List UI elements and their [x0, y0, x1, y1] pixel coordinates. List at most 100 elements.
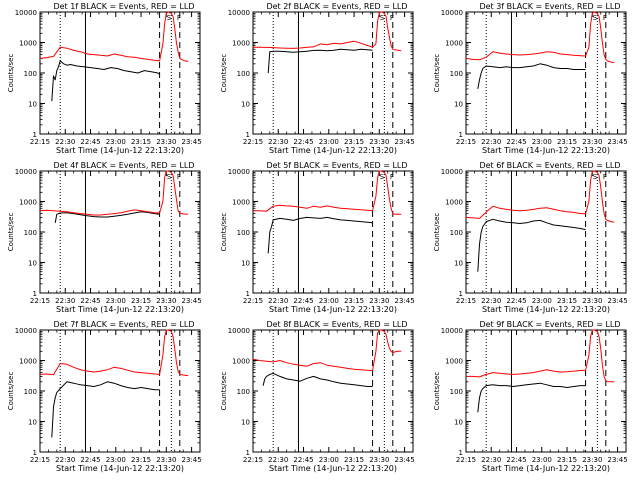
x-axis-label: Start Time (14-Jun-12 22:13:20) [482, 146, 610, 155]
x-tick-label: 23:30 [156, 138, 176, 146]
x-tick-label: 22:15 [243, 297, 263, 305]
x-tick-label: 23:00 [106, 297, 126, 305]
x-tick-label: 22:45 [506, 297, 526, 305]
x-tick-label: 22:30 [268, 138, 288, 146]
x-tick-label: 22:15 [456, 297, 476, 305]
y-tick-label: 10000 [441, 327, 463, 335]
y-tick-label: 1000 [232, 199, 250, 207]
series-line-lld [465, 11, 615, 64]
x-tick-label: 23:15 [131, 297, 151, 305]
x-tick-label: 23:15 [557, 456, 577, 464]
y-tick-label: 1 [246, 449, 250, 457]
x-tick-label: 23:15 [557, 297, 577, 305]
plot-frame [39, 170, 201, 294]
chart-panel-1: Det 1f BLACK = Events, RED = LLD 1 10 100 10… [7, 2, 202, 155]
plot-frame [252, 170, 414, 294]
y-tick-label: 10000 [441, 168, 463, 176]
x-tick-label: 22:45 [80, 297, 100, 305]
y-axis-label: Counts/sec [433, 372, 441, 411]
chart-title: Det 2f BLACK = Events, RED = LLD [266, 2, 407, 11]
y-axis-label: Counts/sec [7, 372, 15, 411]
series-line-lld [465, 170, 615, 223]
y-tick-label: 100 [237, 70, 250, 78]
x-tick-label: 23:30 [156, 297, 176, 305]
y-tick-label: 100 [24, 70, 37, 78]
x-tick-label: 22:15 [30, 456, 50, 464]
interval-label: F [177, 173, 181, 181]
chart-panel-6: Det 6f BLACK = Events, RED = LLD 1 10 100 10… [433, 161, 628, 314]
x-tick-label: 23:30 [369, 297, 389, 305]
plot-frame [39, 11, 201, 135]
interval-label: S [593, 173, 598, 181]
x-tick-label: 22:45 [506, 456, 526, 464]
x-tick-label: 23:45 [394, 138, 414, 146]
x-tick-label: 23:45 [607, 297, 627, 305]
series-line-lld [253, 11, 402, 52]
y-tick-label: 1000 [232, 40, 250, 48]
plot-frame [252, 11, 414, 135]
x-tick-label: 22:15 [30, 297, 50, 305]
y-tick-label: 1000 [445, 358, 463, 366]
x-tick-label: 23:00 [106, 456, 126, 464]
x-tick-label: 22:15 [243, 456, 263, 464]
x-tick-label: 22:15 [456, 456, 476, 464]
y-tick-label: 1000 [19, 358, 37, 366]
x-tick-label: 22:45 [293, 297, 313, 305]
x-axis-label: Start Time (14-Jun-12 22:13:20) [269, 464, 397, 473]
y-tick-label: 100 [24, 388, 37, 396]
x-tick-label: 23:45 [394, 297, 414, 305]
interval-label: S [593, 14, 598, 22]
x-tick-label: 23:45 [394, 456, 414, 464]
x-tick-label: 23:00 [319, 297, 339, 305]
x-tick-label: 22:45 [80, 456, 100, 464]
series-line-events [262, 372, 373, 387]
x-tick-label: 22:45 [80, 138, 100, 146]
y-axis-label: Counts/sec [220, 372, 228, 411]
x-tick-label: 23:00 [532, 456, 552, 464]
series-line-events [477, 63, 586, 89]
series-line-events [267, 216, 373, 254]
y-axis-label: Counts/sec [433, 213, 441, 252]
series-line-lld [39, 170, 189, 216]
y-tick-label: 1 [33, 131, 37, 139]
interval-label: F [603, 173, 607, 181]
x-tick-label: 23:00 [319, 456, 339, 464]
y-axis-label: Counts/sec [220, 213, 228, 252]
y-tick-label: 10 [28, 101, 37, 109]
y-tick-label: 10 [454, 260, 463, 268]
x-tick-label: 22:30 [481, 297, 501, 305]
y-tick-label: 1 [459, 290, 463, 298]
y-axis-label: Counts/sec [220, 54, 228, 93]
y-tick-label: 10 [28, 260, 37, 268]
plot-frame [39, 329, 201, 453]
interval-label: F [390, 173, 394, 181]
series-line-lld [253, 170, 402, 215]
interval-label: F [390, 14, 394, 22]
interval-label: S [167, 14, 172, 22]
x-tick-label: 23:15 [344, 138, 364, 146]
y-axis-label: Counts/sec [433, 54, 441, 93]
series-line-events [51, 60, 160, 102]
interval-label: S [167, 173, 172, 181]
chart-title: Det 6f BLACK = Events, RED = LLD [479, 161, 620, 170]
x-tick-label: 23:45 [607, 138, 627, 146]
y-tick-label: 1000 [445, 40, 463, 48]
interval-label: F [177, 14, 181, 22]
y-tick-label: 10000 [228, 327, 250, 335]
y-tick-label: 1000 [19, 40, 37, 48]
y-tick-label: 10 [28, 419, 37, 427]
y-tick-label: 100 [450, 388, 463, 396]
y-tick-label: 10000 [15, 327, 37, 335]
y-tick-label: 100 [450, 70, 463, 78]
x-tick-label: 22:30 [55, 297, 75, 305]
y-tick-label: 1 [246, 131, 250, 139]
chart-panel-5: Det 5f BLACK = Events, RED = LLD 1 10 100 10… [220, 161, 415, 314]
x-tick-label: 22:30 [55, 456, 75, 464]
chart-title: Det 1f BLACK = Events, RED = LLD [53, 2, 194, 11]
x-tick-label: 22:30 [481, 456, 501, 464]
chart-title: Det 8f BLACK = Events, RED = LLD [266, 320, 407, 329]
x-tick-label: 23:45 [181, 138, 201, 146]
y-tick-label: 1 [459, 131, 463, 139]
x-tick-label: 23:45 [181, 297, 201, 305]
y-axis-label: Counts/sec [7, 213, 15, 252]
